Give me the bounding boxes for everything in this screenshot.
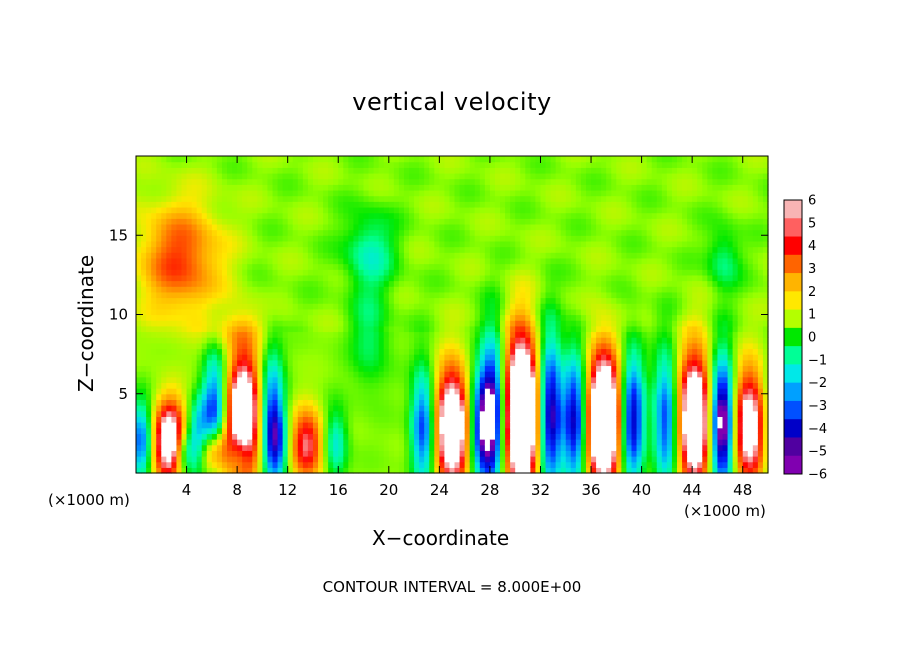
colorbar-swatch [784,382,802,402]
contour-interval-note: CONTOUR INTERVAL = 8.000E+00 [322,578,582,596]
colorbar-label: −1 [808,353,827,368]
colorbar-label: 1 [808,308,816,323]
x-tick-label: 24 [430,481,449,499]
colorbar-swatch [784,364,802,384]
colorbar-label: −4 [808,422,827,437]
colorbar-label: 5 [808,216,816,231]
colorbar: 6 5 4 3 2 1 0 −1 −2 −3 −4 −5 −6 [783,194,827,483]
x-tick-label: 32 [531,481,550,499]
colorbar-label: −6 [808,468,827,483]
colorbar-swatch [784,236,802,256]
colorbar-swatch [784,327,802,347]
colorbar-swatch [784,346,802,365]
colorbar-swatch [784,419,802,438]
colorbar-swatch [784,437,802,457]
colorbar-label: −5 [808,445,827,460]
colorbar-swatch [784,291,802,311]
x-tick-label: 8 [232,481,242,499]
y-tick-label: 10 [109,306,128,324]
x-tick-label: 20 [379,481,398,499]
colorbar-label: 3 [808,262,816,277]
colorbar-swatch [784,455,802,475]
x-tick-label: 4 [182,481,192,499]
colorbar-label: −2 [808,376,827,391]
x-tick-label: 44 [683,481,702,499]
y-axis-label: Z−coordinate [74,254,98,392]
x-tick-label: 36 [581,481,600,499]
colorbar-label: 2 [808,285,816,300]
x-tick-label: 40 [632,481,651,499]
y-tick-label: 15 [109,226,128,244]
x-unit-label-right: (×1000 m) [684,502,766,520]
colorbar-swatch [784,218,802,238]
chart-title: vertical velocity [352,88,552,116]
y-tick-label: 5 [118,385,128,403]
colorbar-label: 0 [808,331,816,346]
colorbar-label: 4 [808,239,816,254]
x-tick-label: 48 [733,481,752,499]
colorbar-swatch [784,400,802,420]
velocity-field [136,156,769,474]
colorbar-label: −3 [808,399,827,414]
x-axis-label: X−coordinate [372,526,510,550]
colorbar-swatch [784,309,802,329]
x-tick-label: 16 [329,481,348,499]
colorbar-swatch [784,254,802,274]
x-unit-label-left: (×1000 m) [48,491,130,509]
colorbar-frame [783,199,803,475]
colorbar-label: 6 [808,194,816,209]
x-tick-label: 28 [480,481,499,499]
colorbar-swatch [784,200,802,219]
x-tick-label: 12 [278,481,297,499]
colorbar-swatch [784,273,802,292]
